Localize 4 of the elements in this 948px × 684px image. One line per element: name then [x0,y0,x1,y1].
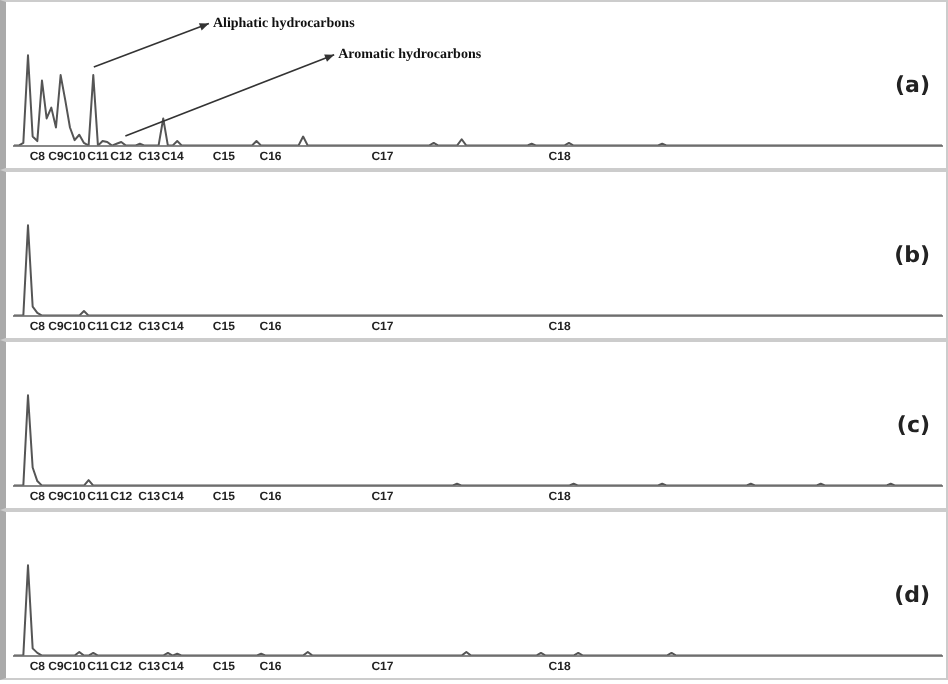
text: (c) [896,411,930,438]
text: (d) [894,581,930,608]
text: (a) [895,71,930,98]
text: (b) [894,241,930,268]
